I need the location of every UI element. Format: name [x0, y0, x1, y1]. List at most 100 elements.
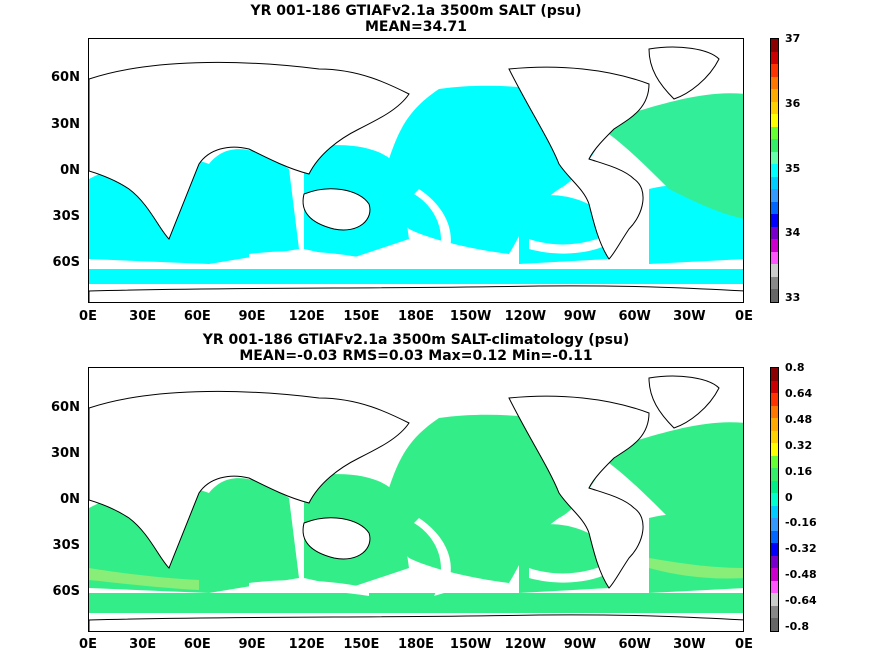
panel2-lon-label: 150W — [449, 637, 492, 652]
panel1-title-line2: MEAN=34.71 — [364, 19, 468, 35]
panel2-title-line1: YR 001-186 GTIAFv2.1a 3500m SALT-climato… — [202, 332, 630, 348]
panel1-colorbar-swatch — [771, 39, 778, 52]
panel2-colorbar-label: 0 — [785, 490, 793, 504]
panel2-lat-label-30s: 30S — [52, 538, 80, 553]
panel2-colorbar-label: -0.48 — [785, 568, 817, 582]
panel1-lon-label: 90E — [238, 309, 266, 324]
panel2-colorbar-swatch — [771, 530, 778, 544]
panel2-lat-label-60n: 60N — [51, 400, 80, 415]
panel2-colorbar-swatch — [771, 593, 778, 606]
panel2-colorbar-swatch — [771, 430, 778, 444]
panel1-lon-label: 150E — [343, 309, 380, 324]
panel2-map-svg — [89, 375, 743, 631]
panel2-lon-label: 30E — [129, 637, 157, 652]
panel1-colorbar-swatch — [771, 251, 778, 265]
panel1-colorbar-swatch — [771, 51, 778, 65]
panel1-lon-label: 30W — [673, 309, 706, 324]
panel2-colorbar-swatch — [771, 543, 778, 556]
panel1-colorbar-label: 35 — [785, 161, 801, 175]
panel2-colorbar-swatch — [771, 618, 778, 631]
panel2-title: YR 001-186 GTIAFv2.1a 3500m SALT-climato… — [88, 332, 744, 364]
panel2-colorbar-swatch — [771, 605, 778, 619]
panel1-lon-label: 30E — [129, 309, 157, 324]
panel1-lat-label-60s: 60S — [52, 255, 80, 270]
panel1-lon-label: 60W — [618, 309, 651, 324]
panel1-lat-label-0n: 0N — [60, 163, 80, 178]
panel1-lon-label: 0E — [79, 309, 97, 324]
panel2-colorbar-swatch — [771, 368, 778, 381]
panel1-lon-label: 60E — [183, 309, 211, 324]
panel2-colorbar-swatch — [771, 380, 778, 394]
panel2-lon-label: 60W — [618, 637, 651, 652]
panel2-colorbar-swatch — [771, 493, 778, 506]
panel1-colorbar-swatch — [771, 289, 778, 302]
panel2-lat-label-60s: 60S — [52, 584, 80, 599]
panel1-colorbar-swatch — [771, 89, 778, 102]
panel2-colorbar-swatch — [771, 568, 778, 581]
panel1-colorbar-swatch — [771, 126, 778, 140]
panel1-colorbar-swatch — [771, 201, 778, 215]
panel2-colorbar-swatch — [771, 455, 778, 469]
panel1-colorbar-swatch — [771, 226, 778, 240]
panel1-title: YR 001-186 GTIAFv2.1a 3500m SALT (psu) M… — [88, 3, 744, 35]
panel1-colorbar-label: 33 — [785, 291, 801, 304]
panel2-colorbar-swatch — [771, 443, 778, 456]
panel1-colorbar-label: 34 — [785, 226, 801, 240]
panel1-colorbar-swatch — [771, 176, 778, 190]
panel1-lon-label: 0E — [735, 309, 753, 324]
panel1-lat-label-30n: 30N — [51, 117, 80, 132]
panel2-colorbar-label: 0.48 — [785, 412, 813, 426]
panel1-colorbar-swatch — [771, 114, 778, 127]
panel1-map-svg — [89, 46, 743, 302]
panel2-colorbar-label: 0.16 — [785, 464, 813, 478]
panel1-colorbar-swatch — [771, 151, 778, 165]
panel2-colorbar-swatch — [771, 480, 778, 494]
panel2-colorbar-swatch — [771, 555, 778, 569]
land-masses — [89, 46, 743, 302]
panel2-lon-label: 0E — [735, 637, 753, 652]
panel1-colorbar-swatch — [771, 101, 778, 115]
panel1-colorbar-label: 36 — [785, 96, 801, 110]
panel2-colorbar — [770, 367, 779, 632]
panel2-colorbar-swatch — [771, 393, 778, 406]
panel1-colorbar-swatch — [771, 264, 778, 277]
panel2-title-line2: MEAN=-0.03 RMS=0.03 Max=0.12 Min=-0.11 — [239, 348, 593, 364]
panel2-colorbar-swatch — [771, 518, 778, 531]
panel1-colorbar — [770, 38, 779, 303]
panel2-colorbar-swatch — [771, 468, 778, 481]
panel2-lon-label: 180E — [397, 637, 435, 652]
panel1-lon-label: 120W — [504, 309, 547, 324]
panel2-lon-label: 90W — [563, 637, 597, 652]
panel2-colorbar-label: -0.16 — [785, 516, 817, 530]
panel2-colorbar-label: 0.32 — [785, 438, 813, 452]
panel1-colorbar-label: 37 — [785, 32, 801, 45]
land-masses — [89, 375, 743, 631]
panel2-colorbar-label: 0.64 — [785, 386, 813, 400]
panel1-colorbar-swatch — [771, 214, 778, 227]
panel2-colorbar-swatch — [771, 580, 778, 594]
panel2-colorbar-label: -0.32 — [785, 542, 817, 556]
panel1-colorbar-swatch — [771, 276, 778, 290]
panel2-lon-label: 60E — [183, 637, 211, 652]
panel1-lat-label-30s: 30S — [52, 209, 80, 224]
panel2-lon-label: 0E — [79, 637, 97, 652]
panel2-colorbar-label: -0.8 — [785, 620, 810, 633]
panel1-colorbar-swatch — [771, 164, 778, 177]
panel2-colorbar-swatch — [771, 405, 778, 419]
panel2-lon-label: 90E — [238, 637, 266, 652]
panel1-colorbar-swatch — [771, 76, 778, 90]
panel2-colorbar-swatch — [771, 505, 778, 519]
panel1-colorbar-swatch — [771, 64, 778, 77]
panel1-colorbar-swatch — [771, 189, 778, 202]
panel2-colorbar-label: 0.8 — [785, 361, 805, 374]
panel2-map — [88, 367, 744, 632]
panel1-map — [88, 38, 744, 303]
panel2-lon-label: 30W — [673, 637, 706, 652]
panel2-colorbar-label: -0.64 — [785, 594, 817, 608]
panel1-lon-label: 180E — [397, 309, 435, 324]
panel2-lat-label-0n: 0N — [60, 492, 80, 507]
panel1-colorbar-swatch — [771, 139, 778, 152]
panel1-colorbar-swatch — [771, 239, 778, 252]
panel1-lon-label: 150W — [449, 309, 492, 324]
panel2-lon-label: 150E — [343, 637, 380, 652]
